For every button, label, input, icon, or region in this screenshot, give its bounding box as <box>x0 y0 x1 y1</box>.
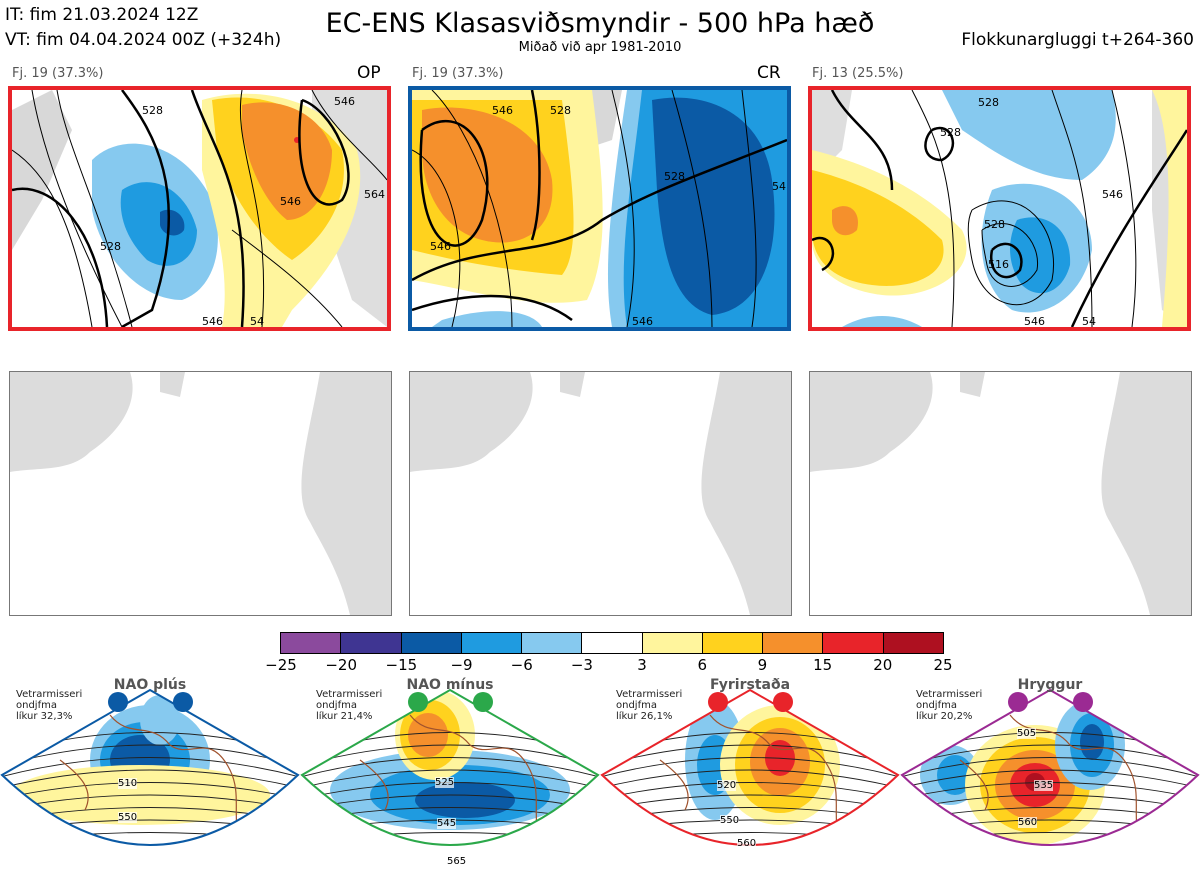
colorbar-segment <box>642 633 703 653</box>
regime-marker <box>473 692 493 712</box>
cluster-1-map: 528 546 564 546 528 546 54 <box>8 86 391 331</box>
regime-contour-label: 560 <box>737 838 757 849</box>
regime-marker <box>773 692 793 712</box>
contour-label: 546 <box>430 240 451 253</box>
colorbar-segment <box>461 633 523 653</box>
contour-label: 516 <box>988 258 1009 271</box>
page-subtitle: Miðað við apr 1981-2010 <box>518 40 682 55</box>
regime-probability-note: Vetrarmisseri ondjfma líkur 32,3% <box>16 689 83 722</box>
regime-contour-label: 565 <box>447 856 467 867</box>
regime-marker <box>708 692 728 712</box>
init-time: IT: fim 21.03.2024 12Z <box>5 5 199 25</box>
regime-contour-label: 560 <box>1018 817 1038 828</box>
regime-contour-label: 550 <box>720 815 740 826</box>
regime-fan <box>300 688 600 846</box>
colorbar-segment <box>883 633 943 653</box>
colorbar-tick-label: 3 <box>637 656 647 674</box>
page-title: EC-ENS Klasasviðsmyndir - 500 hPa hæð <box>325 8 875 39</box>
regime-marker <box>1008 692 1028 712</box>
colorbar-tick-label: −9 <box>450 656 473 674</box>
colorbar-tick-label: 15 <box>813 656 833 674</box>
cluster-1-label: Fj. 19 (37.3%) <box>12 66 104 81</box>
contour-label: 546 <box>632 315 653 328</box>
contour-label: 528 <box>142 104 163 117</box>
contour-label: 546 <box>492 104 513 117</box>
regime-title: Hryggur <box>1017 677 1083 693</box>
contour-label: 546 <box>334 95 355 108</box>
regime-fan <box>0 688 300 846</box>
contour-label: 54 <box>1082 315 1096 328</box>
clustering-window: Flokkunargluggi t+264-360 <box>961 30 1194 50</box>
colorbar-tick-label: 20 <box>873 656 893 674</box>
contour-label: 528 <box>940 126 961 139</box>
cluster-2-map: 546 528 546 546 528 54 <box>408 86 791 331</box>
regime-contour-label: 550 <box>118 812 138 823</box>
colorbar-tick-label: −20 <box>325 656 357 674</box>
regime-contour-label: 535 <box>1034 780 1054 791</box>
colorbar-tick-label: 9 <box>757 656 768 674</box>
empty-map-1 <box>9 371 392 616</box>
regime-contour-label: 545 <box>437 818 457 829</box>
colorbar-segment <box>522 633 583 653</box>
contour-label: 54 <box>772 180 786 193</box>
cluster-3-field <box>812 90 1187 327</box>
cluster-2-label: Fj. 19 (37.3%) <box>412 66 504 81</box>
cluster-2-tag: CR <box>757 63 781 83</box>
regime-contour-label: 520 <box>717 780 737 791</box>
contour-label: 528 <box>100 240 121 253</box>
colorbar-segment <box>763 633 824 653</box>
contour-label: 528 <box>664 170 685 183</box>
colorbar-tick-label: −15 <box>385 656 418 674</box>
colorbar-segment <box>281 633 342 653</box>
contour-label: 54 <box>250 315 264 328</box>
regime-fan <box>600 688 900 846</box>
colorbar-tick-label: −3 <box>570 656 593 674</box>
regime-contour-label: 510 <box>118 778 138 789</box>
contour-label: 528 <box>978 96 999 109</box>
empty-map-3 <box>809 371 1192 616</box>
colorbar-segment <box>401 633 462 653</box>
cluster-3-map: 528 546 528 516 546 54 528 <box>808 86 1191 331</box>
contour-label: 546 <box>1024 315 1045 328</box>
cluster-1-tag: OP <box>357 63 381 83</box>
contour-label: 528 <box>984 218 1005 231</box>
colorbar-tick-label: −6 <box>510 656 533 674</box>
valid-time: VT: fim 04.04.2024 00Z (+324h) <box>5 30 282 50</box>
colorbar-tick-label: −25 <box>265 656 297 674</box>
regime-marker <box>1073 692 1093 712</box>
empty-map-2 <box>409 371 792 616</box>
cluster-2-field <box>412 90 787 327</box>
contour-label: 564 <box>364 188 385 201</box>
regime-title: NAO plús <box>113 677 187 693</box>
colorbar-tick-label: 6 <box>697 656 708 674</box>
regime-fan <box>900 688 1200 846</box>
regime-marker <box>173 692 193 712</box>
regime-probability-note: Vetrarmisseri ondjfma líkur 21,4% <box>316 689 383 722</box>
colorbar <box>280 632 944 654</box>
colorbar-segment <box>702 633 764 653</box>
regime-title: NAO mínus <box>406 677 494 693</box>
contour-label: 546 <box>202 315 223 328</box>
regime-marker <box>408 692 428 712</box>
regime-probability-note: Vetrarmisseri ondjfma líkur 26,1% <box>616 689 683 722</box>
regime-marker <box>108 692 128 712</box>
colorbar-tick-label: 25 <box>933 656 953 674</box>
cluster-1-field <box>12 90 387 327</box>
regime-contour-label: 525 <box>435 777 455 788</box>
regime-probability-note: Vetrarmisseri ondjfma líkur 20,2% <box>916 689 983 722</box>
colorbar-segment <box>341 633 402 653</box>
contour-label: 546 <box>1102 188 1123 201</box>
regime-title: Fyrirstaða <box>709 677 791 693</box>
colorbar-segment <box>582 633 643 653</box>
colorbar-segment <box>823 633 884 653</box>
contour-label: 528 <box>550 104 571 117</box>
regime-contour-label: 505 <box>1017 728 1037 739</box>
contour-label: 546 <box>280 195 301 208</box>
cluster-3-label: Fj. 13 (25.5%) <box>812 66 904 81</box>
